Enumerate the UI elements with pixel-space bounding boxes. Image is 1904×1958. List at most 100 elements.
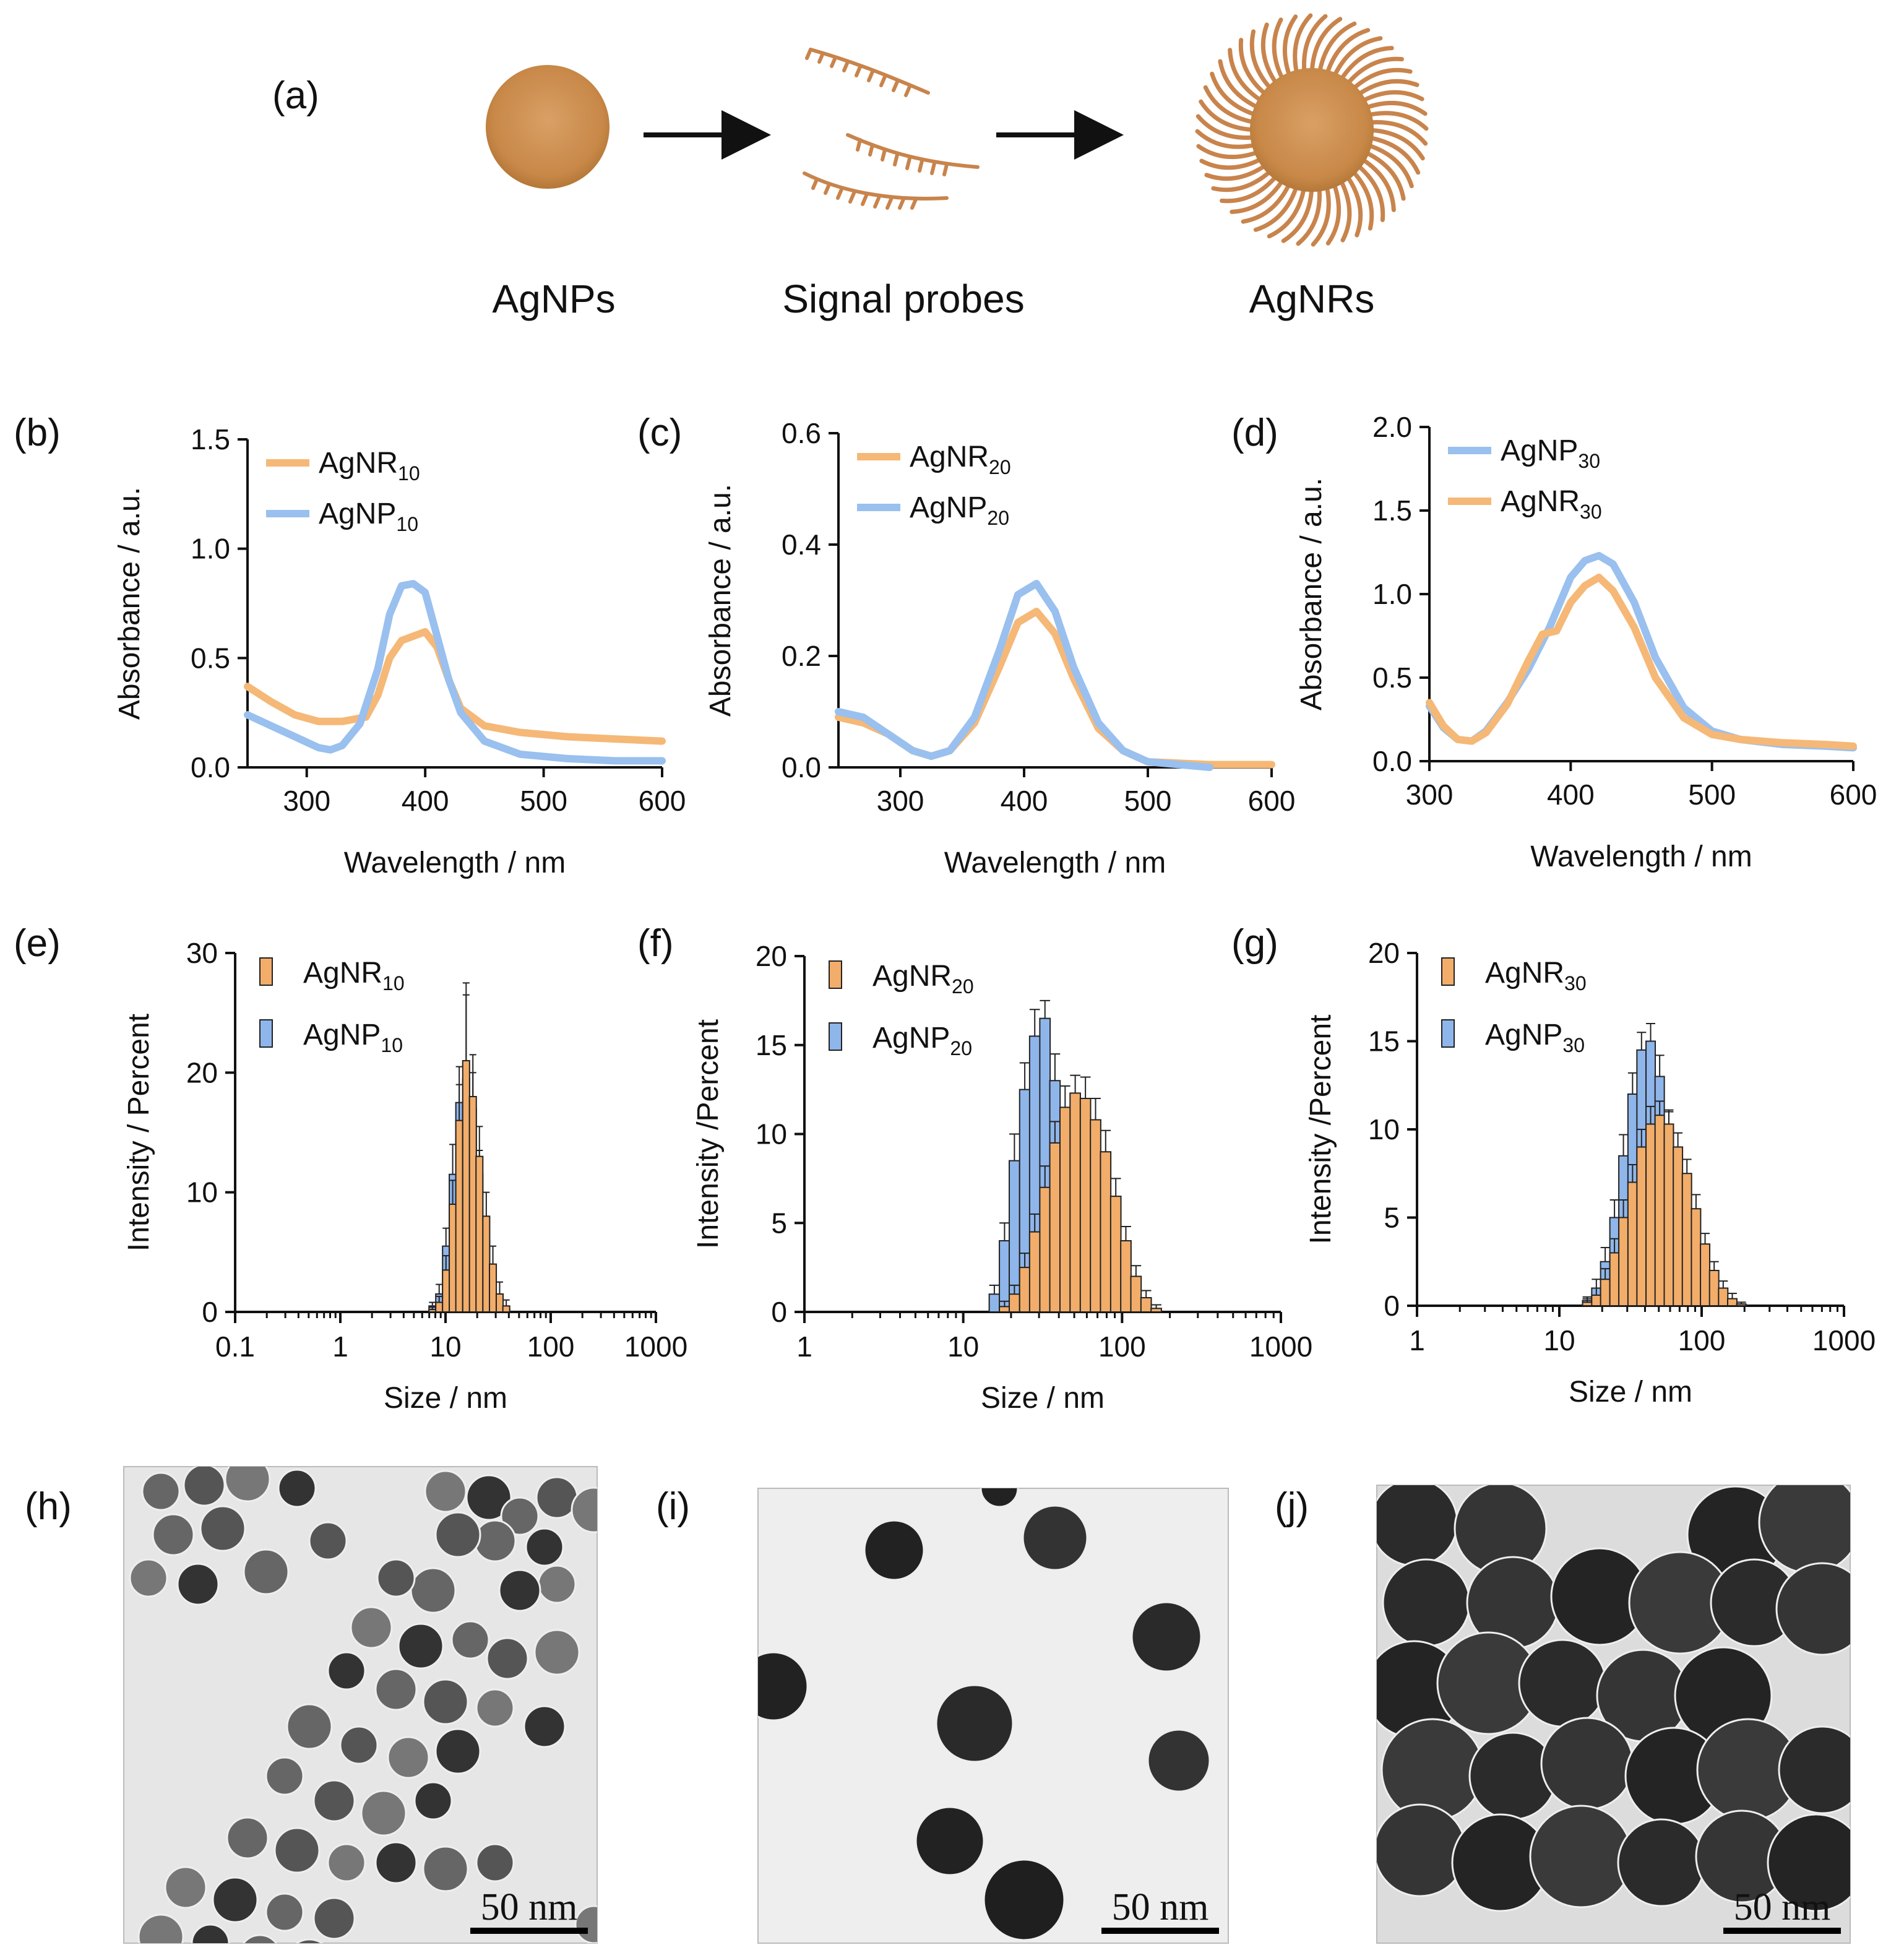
legend-label-agnp: AgNP30	[1485, 1019, 1585, 1056]
nanoparticle	[199, 1505, 246, 1552]
y-tick-label: 10	[1368, 1113, 1400, 1145]
nanoparticle	[129, 1558, 168, 1598]
uv-chart-b: 0.0 0.5 1.0 1.5 300 400 500 600 Wavelength / nm A…	[113, 423, 686, 879]
nanoparticle	[212, 1876, 259, 1923]
bar-agnr	[1727, 1298, 1738, 1307]
nanoparticle	[274, 1827, 321, 1874]
nanoparticle	[1147, 1728, 1211, 1793]
series-line-agnp	[244, 580, 666, 765]
panel-label-d: (d)	[1231, 412, 1278, 454]
x-axis-label: Wavelength / nm	[1530, 840, 1752, 873]
nanoparticle	[242, 1934, 278, 1943]
y-tick-label: 2.0	[1372, 411, 1412, 443]
nanoparticle	[413, 1781, 453, 1821]
panel-label-i: (i)	[656, 1485, 690, 1528]
nanoparticle	[983, 1858, 1066, 1941]
legend-swatch	[259, 957, 273, 986]
nanoparticle	[1775, 1562, 1850, 1656]
bar-agnr	[1673, 1146, 1684, 1306]
bar-agnr	[502, 1305, 510, 1313]
series-line-agnp	[835, 580, 1213, 771]
y-tick-label: 20	[186, 1056, 218, 1089]
legend-swatch	[829, 1022, 842, 1051]
nanoparticle	[1778, 1725, 1850, 1814]
nanoparticle	[486, 1637, 529, 1680]
caption-agnrs: AgNRs	[1249, 277, 1375, 321]
nanoparticle	[758, 1651, 809, 1722]
bar-agnr	[1708, 1270, 1720, 1306]
x-tick-label: 500	[1688, 778, 1736, 811]
nanoparticle	[164, 1866, 207, 1909]
x-tick-label: 600	[639, 785, 686, 817]
particle-group	[129, 1467, 597, 1943]
y-tick-label: 0.0	[782, 751, 821, 783]
x-tick-label: 400	[1547, 778, 1595, 811]
scale-bar-label: 50 nm	[481, 1886, 578, 1928]
panel-j: (j) 50 nm	[1275, 1485, 1851, 1944]
panel-i: (i) 50 nm	[656, 1485, 1229, 1944]
panel-label-g: (g)	[1231, 922, 1278, 965]
nanoparticle	[571, 1486, 597, 1533]
legend-label-agnp: AgNP20	[910, 491, 1009, 529]
x-tick-label: 1000	[1812, 1324, 1876, 1356]
nanoparticle	[183, 1467, 226, 1507]
nanoparticle	[1377, 1485, 1458, 1567]
bar-agnr	[1009, 1293, 1020, 1313]
panel-f: (f) 0 5 10 15 20 1 10 100 1000 Size / nm Intensity…	[637, 922, 1312, 1415]
x-tick-label: 10	[947, 1330, 979, 1363]
nanoparticle	[1540, 1717, 1634, 1811]
tem-image-i: 50 nm	[757, 1488, 1229, 1944]
bar-agnr	[489, 1263, 498, 1313]
legend-label-agnr: AgNR30	[1501, 485, 1602, 523]
x-tick-label: 400	[1001, 785, 1048, 817]
bar-agnr	[1636, 1146, 1647, 1306]
y-axis-label: Absorbance / a.u.	[1295, 478, 1328, 710]
nanoparticle	[176, 1563, 220, 1606]
nanoparticle	[473, 1519, 517, 1563]
y-tick-label: 5	[1384, 1202, 1400, 1234]
legend-label-agnp: AgNP10	[303, 1019, 403, 1056]
tem-image-j: 50 nm	[1376, 1485, 1851, 1944]
bar-agnr	[1090, 1119, 1101, 1313]
y-tick-label: 0.4	[782, 528, 821, 561]
bar-agnr	[1654, 1115, 1665, 1306]
nanoparticle	[1767, 1813, 1850, 1912]
y-axis-label: Intensity / Percent	[123, 1014, 155, 1251]
y-axis-label: Absorbance / a.u.	[113, 487, 146, 720]
nanoparticle	[465, 1474, 512, 1521]
legend-label-agnr: AgNR30	[1485, 957, 1587, 994]
bar-agnr	[1039, 1186, 1051, 1313]
nanoparticle	[1022, 1504, 1088, 1571]
x-axis-label: Size / nm	[384, 1382, 507, 1415]
scale-bar-label: 50 nm	[1112, 1886, 1209, 1928]
bar-agnr	[1120, 1240, 1132, 1313]
dls-chart-g: 0 5 10 15 20 1 10 100 1000 Size / nm Intensity /Pe…	[1304, 937, 1876, 1408]
nanoparticle	[277, 1468, 317, 1508]
y-tick-label: 0.5	[1372, 662, 1412, 694]
bar-agnr	[999, 1306, 1010, 1313]
panel-label-e: (e)	[14, 922, 61, 965]
y-axis-label: Intensity /Percent	[692, 1019, 725, 1249]
panel-h: (h) 50 nm	[25, 1466, 598, 1944]
legend-label-agnr: AgNR20	[910, 441, 1011, 478]
nanoparticle	[374, 1841, 418, 1884]
panel-label-j: (j)	[1275, 1485, 1309, 1528]
panel-label-b: (b)	[14, 412, 61, 454]
bar-agnr	[1140, 1297, 1152, 1313]
nanoparticle	[327, 1843, 366, 1883]
bar-agnr	[1069, 1092, 1081, 1313]
x-tick-label: 1000	[1249, 1330, 1312, 1363]
y-tick-label: 0.0	[191, 751, 230, 783]
x-tick-label: 1	[796, 1330, 812, 1363]
bar-agnr	[1736, 1303, 1747, 1306]
x-tick-label: 300	[877, 785, 924, 817]
nanoparticle	[1758, 1485, 1850, 1574]
x-axis-label: Wavelength / nm	[344, 847, 566, 879]
bar-agnr	[1019, 1267, 1031, 1313]
panel-a: (a) AgNPs Signal probes AgNRs	[272, 13, 1429, 321]
dls-chart-f: 0 5 10 15 20 1 10 100 1000 Size / nm Intensity /Pe…	[692, 940, 1312, 1415]
bar-agnr	[455, 1119, 463, 1313]
y-tick-label: 0.6	[782, 417, 821, 449]
bar-agnr	[435, 1301, 444, 1313]
bar-agnr	[1130, 1275, 1142, 1313]
